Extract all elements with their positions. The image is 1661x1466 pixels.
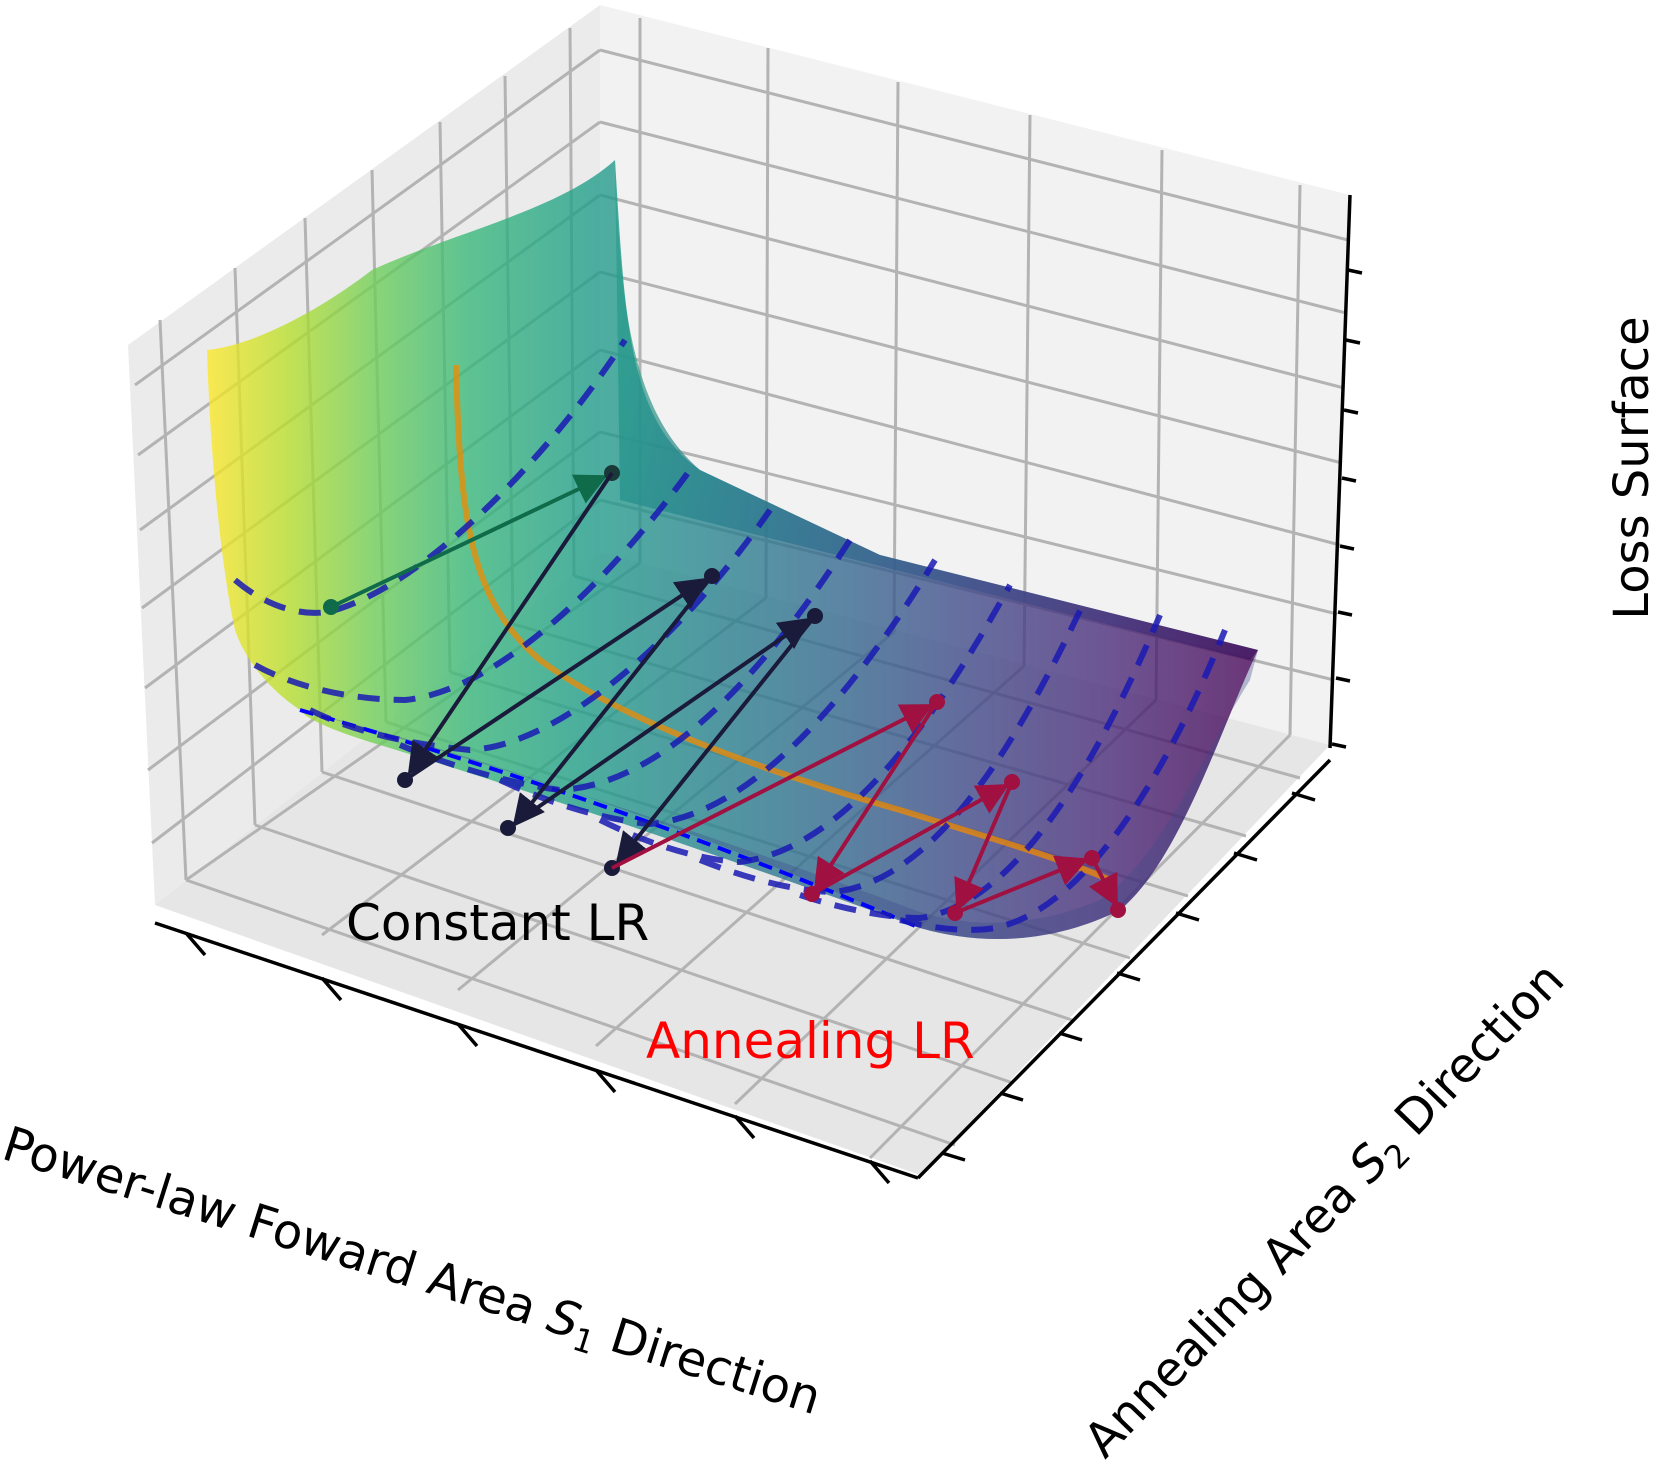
y-axis-ticks bbox=[941, 791, 1316, 1162]
x-axis-label-suffix: Direction bbox=[589, 1303, 827, 1426]
annealing-lr-point bbox=[947, 905, 963, 921]
constant-lr-path bbox=[403, 471, 817, 866]
annealing-lr-point bbox=[929, 694, 945, 710]
y-axis-label-suffix: Direction bbox=[1373, 952, 1575, 1158]
x-axis-ticks bbox=[184, 931, 891, 1185]
y-axis-label-prefix: Annealing Area bbox=[1073, 1155, 1378, 1466]
annealing-lr-path bbox=[611, 700, 1118, 915]
annealing-lr-point bbox=[1004, 774, 1020, 790]
constant-lr-point bbox=[500, 820, 516, 836]
early-path-point bbox=[323, 599, 339, 615]
annealing-lr-point bbox=[1084, 850, 1100, 866]
y-axis-line bbox=[916, 758, 1332, 1180]
z-axis-line bbox=[1328, 194, 1352, 749]
y-axis-label: Annealing Area S2 Direction bbox=[1073, 952, 1579, 1466]
constant-lr-annotation: Constant LR bbox=[346, 894, 649, 952]
annealing-lr-point bbox=[1110, 902, 1126, 918]
surface-front-edge bbox=[299, 708, 921, 930]
early-path bbox=[323, 465, 620, 615]
constant-lr-point bbox=[807, 608, 823, 624]
constant-lr-point bbox=[704, 568, 720, 584]
annealing-lr-annotation: Annealing LR bbox=[646, 1012, 975, 1070]
z-axis-ticks bbox=[1331, 268, 1363, 749]
x-axis-label: Power-law Foward Area S1 Direction bbox=[0, 1116, 828, 1432]
axes bbox=[154, 194, 1352, 1180]
annealing-lr-points bbox=[804, 694, 1126, 921]
x-axis-line bbox=[154, 921, 919, 1180]
x-axis-label-prefix: Power-law Foward Area bbox=[0, 1116, 558, 1341]
loss-surface bbox=[207, 160, 1258, 940]
annealing-lr-point bbox=[804, 886, 820, 902]
constant-lr-point bbox=[397, 772, 413, 788]
z-axis-label: Loss Surface bbox=[1604, 316, 1660, 619]
surface-body bbox=[207, 160, 1258, 940]
